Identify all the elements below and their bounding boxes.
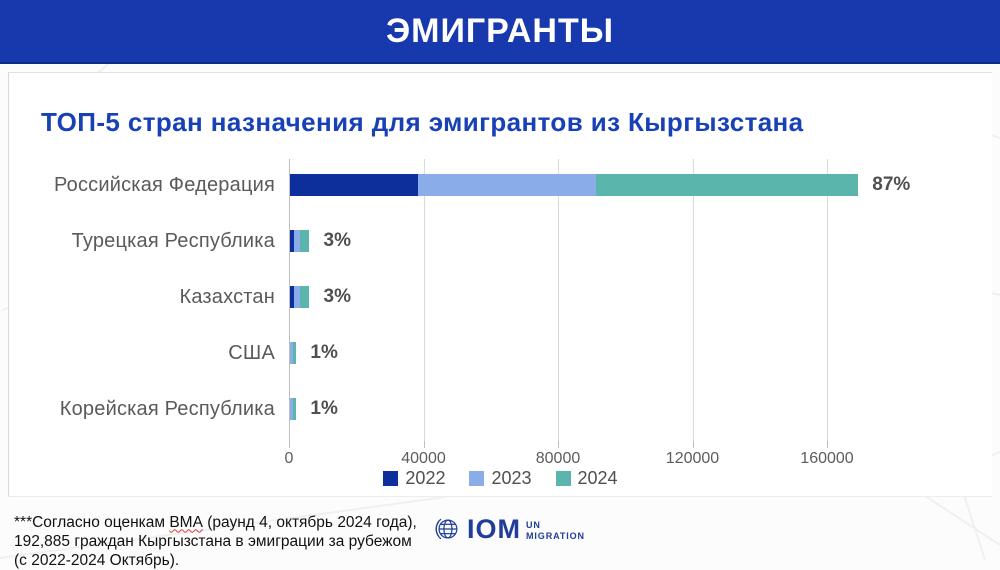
bar-segment-2024 xyxy=(293,342,296,364)
legend-swatch-2022 xyxy=(383,471,398,486)
legend-swatch-2023 xyxy=(469,471,484,486)
bar-row: Корейская Республика 1% xyxy=(9,381,974,437)
bar-row: Турецкая Республика 3% xyxy=(9,213,974,269)
logo-org-text: IOM xyxy=(467,516,521,543)
header-banner: ЭМИГРАНТЫ xyxy=(0,0,1000,64)
bar-segment-2024 xyxy=(293,398,297,420)
legend-item-2024: 2024 xyxy=(556,468,618,489)
bar-segment-2023 xyxy=(418,174,596,196)
value-label: 3% xyxy=(324,213,351,269)
category-label: США xyxy=(9,325,275,381)
stacked-bar xyxy=(290,174,858,196)
page-title: ЭМИГРАНТЫ xyxy=(386,12,614,51)
axis-tick xyxy=(424,441,425,448)
category-label: Корейская Республика xyxy=(9,381,275,437)
legend-item-2022: 2022 xyxy=(383,468,445,489)
legend-label-2024: 2024 xyxy=(578,468,618,489)
footnote-term-spellcheck: ВМА xyxy=(169,514,203,531)
bar-row: Казахстан 3% xyxy=(9,269,974,325)
stacked-bar xyxy=(290,230,309,252)
value-label: 3% xyxy=(324,269,351,325)
stacked-bar xyxy=(290,398,296,420)
iom-logo: IOM UN MIGRATION xyxy=(432,514,585,544)
axis-tick xyxy=(827,441,828,448)
footnote: ***Согласно оценкам ВМА (раунд 4, октябр… xyxy=(14,513,418,570)
logo-sub-text: UN MIGRATION xyxy=(526,520,585,541)
value-label: 87% xyxy=(872,157,910,213)
stacked-bar xyxy=(290,342,296,364)
bar-segment-2022 xyxy=(290,174,418,196)
axis-tick xyxy=(558,441,559,448)
legend-swatch-2024 xyxy=(556,471,571,486)
logo-sub-line2: MIGRATION xyxy=(526,531,585,541)
bar-segment-2024 xyxy=(596,174,858,196)
category-label: Турецкая Республика xyxy=(9,213,275,269)
legend-item-2023: 2023 xyxy=(469,468,531,489)
axis-tick xyxy=(693,441,694,448)
value-label: 1% xyxy=(310,381,337,437)
chart-title: ТОП-5 стран назначения для эмигрантов из… xyxy=(41,107,804,138)
category-label: Российская Федерация xyxy=(9,157,275,213)
category-label: Казахстан xyxy=(9,269,275,325)
chart-legend: 2022 2023 2024 xyxy=(9,465,992,491)
bar-row: США 1% xyxy=(9,325,974,381)
logo-sub-line1: UN xyxy=(526,520,585,530)
legend-label-2023: 2023 xyxy=(491,468,531,489)
value-label: 1% xyxy=(310,325,337,381)
footnote-text-before: ***Согласно оценкам xyxy=(14,514,169,531)
slide-card: ТОП-5 стран назначения для эмигрантов из… xyxy=(8,72,992,497)
bar-segment-2024 xyxy=(300,286,310,308)
bar-segment-2024 xyxy=(300,230,310,252)
axis-tick xyxy=(289,441,290,448)
legend-label-2022: 2022 xyxy=(405,468,445,489)
bar-row: Российская Федерация 87% xyxy=(9,157,974,213)
globe-icon xyxy=(432,514,462,544)
stacked-bar xyxy=(290,286,309,308)
